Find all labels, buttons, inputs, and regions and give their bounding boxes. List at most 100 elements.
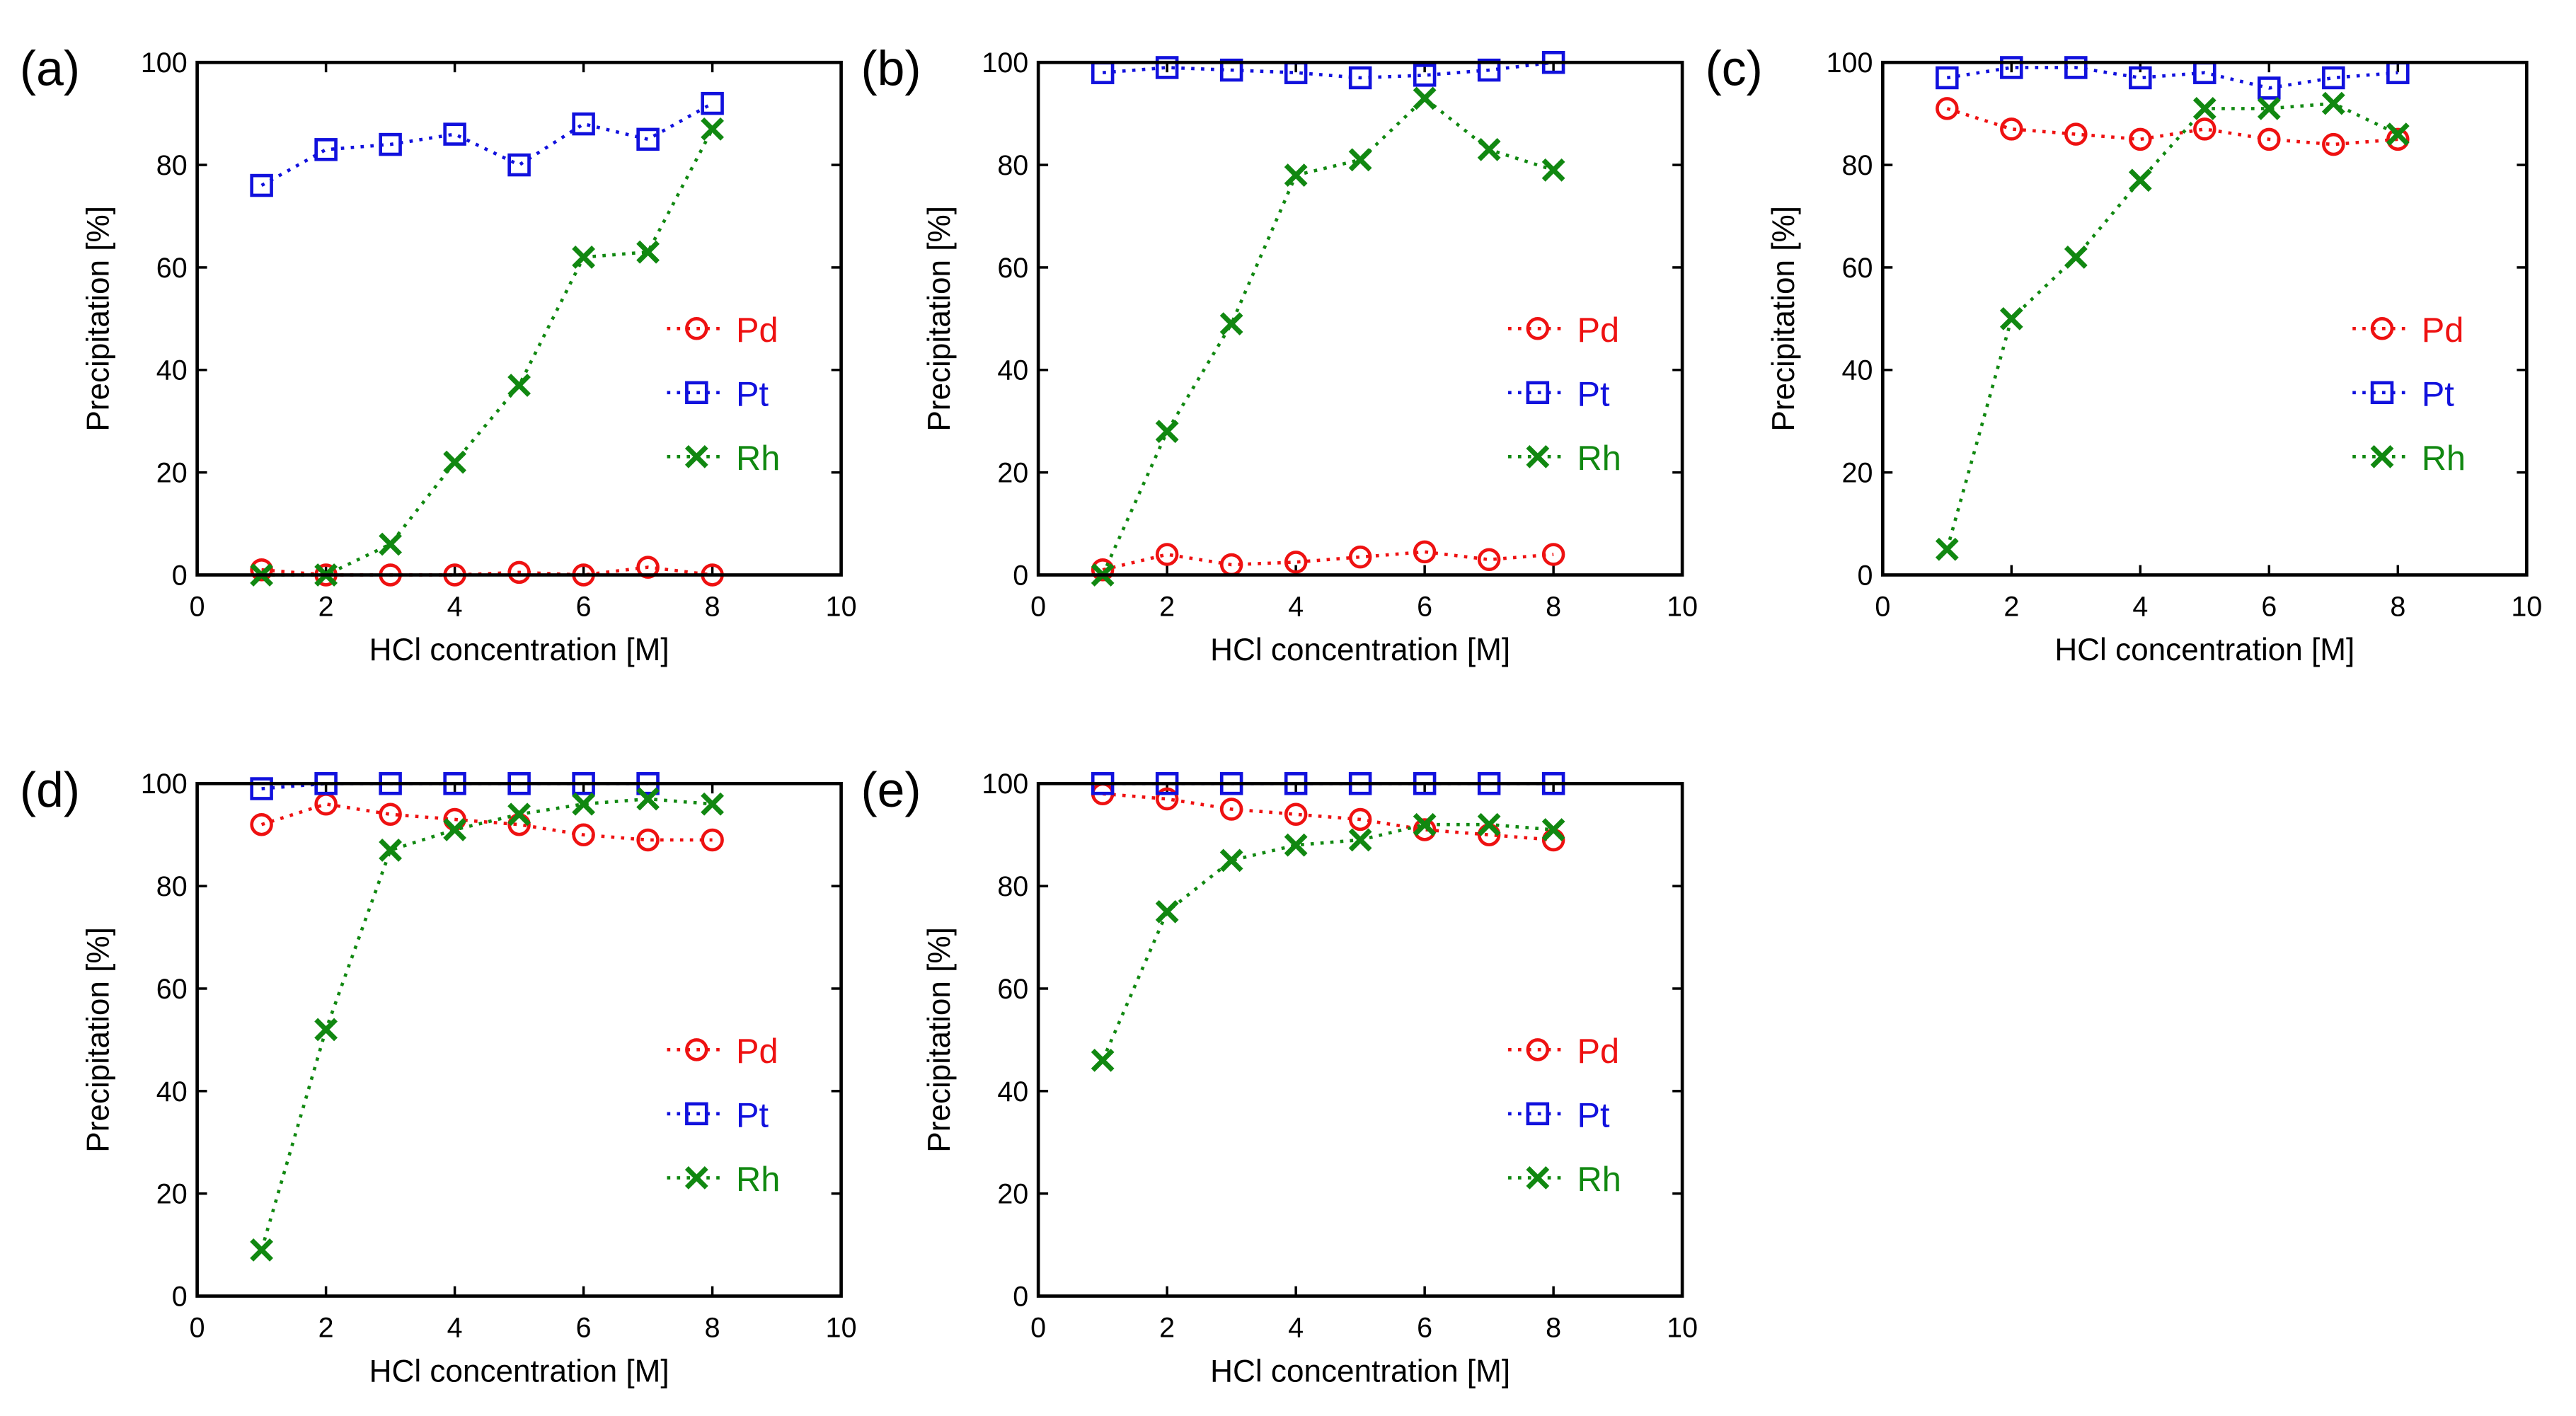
x-tick-label: 6 (576, 1313, 592, 1344)
marker (379, 132, 402, 156)
legend-label: Rh (1577, 1161, 1621, 1199)
plot-frame (1881, 60, 2529, 577)
y-tick-label: 40 (997, 1076, 1028, 1107)
x-tick-label: 6 (1417, 592, 1432, 623)
x-tick-label: 8 (1546, 1313, 1561, 1344)
y-tick-label: 0 (172, 1281, 188, 1312)
plot-frame (1036, 60, 1684, 577)
marker (2064, 56, 2088, 79)
marker (1155, 56, 1179, 79)
marker (1284, 833, 1308, 857)
marker (2322, 66, 2345, 90)
plot-frame (1036, 781, 1684, 1298)
y-tick-label: 0 (172, 560, 188, 591)
marker (1348, 828, 1372, 852)
series-line (260, 797, 713, 1251)
legend-label: Rh (736, 439, 780, 478)
marker (1348, 148, 1372, 172)
series-line (1945, 101, 2399, 550)
marker (443, 122, 466, 146)
marker (701, 828, 724, 852)
legend-label: Pd (736, 311, 778, 350)
panel: (b) Precipitation [%] HCl concentration [M… (861, 41, 1698, 667)
y-tick-label: 80 (997, 150, 1028, 181)
series-line (260, 102, 713, 188)
marker (507, 560, 531, 585)
panel-label: (a) (20, 41, 80, 96)
legend-marker (685, 1102, 708, 1126)
panel: (a) Precipitation [%] HCl concentration [M… (20, 41, 857, 667)
x-tick-label: 0 (1030, 592, 1046, 623)
x-tick-label: 6 (2261, 592, 2277, 623)
x-tick-label: 8 (2390, 592, 2405, 623)
legend-marker (1526, 317, 1550, 340)
series-line (1102, 792, 1554, 842)
marker (2321, 91, 2345, 115)
marker (2129, 127, 2152, 151)
x-tick-label: 8 (705, 592, 720, 623)
marker (1477, 137, 1501, 161)
marker (250, 1238, 274, 1262)
y-tick-label: 40 (997, 355, 1028, 386)
marker (1348, 545, 1372, 569)
y-axis-label: Precipitation [%] (1766, 206, 1801, 432)
x-axis-label: HCl concentration [M] (1210, 633, 1510, 667)
marker (2064, 122, 2088, 146)
marker (314, 138, 338, 161)
x-tick-label: 10 (826, 1313, 857, 1344)
x-tick-label: 6 (1417, 1313, 1432, 1344)
y-tick-label: 100 (1827, 47, 1873, 79)
legend-marker (2370, 381, 2394, 405)
marker (636, 240, 660, 264)
y-tick-label: 40 (1842, 355, 1873, 386)
x-tick-label: 4 (1288, 1313, 1304, 1344)
legend-label: Rh (1577, 439, 1621, 478)
marker (379, 839, 403, 862)
marker (1091, 1048, 1115, 1072)
y-tick-label: 80 (997, 871, 1028, 902)
panel-label: (b) (861, 41, 921, 96)
series-line (1102, 60, 1554, 80)
x-tick-label: 10 (2511, 592, 2542, 623)
legend-marker (685, 381, 708, 405)
marker (1541, 543, 1565, 566)
marker (1284, 802, 1308, 826)
y-tick-label: 100 (141, 47, 188, 79)
marker (572, 792, 595, 816)
x-tick-label: 2 (2003, 592, 2019, 623)
x-tick-label: 10 (1667, 592, 1698, 623)
marker (572, 246, 595, 269)
legend-marker (1526, 381, 1550, 405)
x-tick-label: 4 (1288, 592, 1304, 623)
x-tick-label: 0 (1030, 1313, 1046, 1344)
marker (2064, 246, 2088, 269)
series-line (1102, 550, 1554, 572)
marker (1284, 551, 1308, 574)
plot-frame (195, 60, 843, 577)
marker (2386, 127, 2410, 151)
marker (636, 556, 660, 579)
y-tick-label: 80 (1842, 150, 1873, 181)
marker (636, 787, 660, 811)
legend-label: Pd (736, 1032, 778, 1071)
x-tick-label: 0 (190, 592, 205, 623)
legend-label: Pt (736, 375, 769, 413)
x-tick-label: 0 (190, 1313, 205, 1344)
marker (1219, 848, 1243, 873)
marker (2258, 127, 2281, 151)
y-tick-label: 100 (982, 47, 1028, 79)
y-tick-label: 100 (141, 769, 188, 800)
legend-label: Pt (736, 1096, 769, 1134)
legend-marker (685, 317, 708, 340)
marker (2000, 56, 2023, 79)
marker (1091, 558, 1115, 582)
marker (1935, 537, 1959, 561)
marker (701, 792, 724, 816)
marker (1413, 64, 1437, 87)
marker (1541, 818, 1565, 841)
marker (250, 812, 273, 836)
x-tick-label: 8 (705, 1313, 720, 1344)
legend-marker (1526, 1102, 1550, 1126)
